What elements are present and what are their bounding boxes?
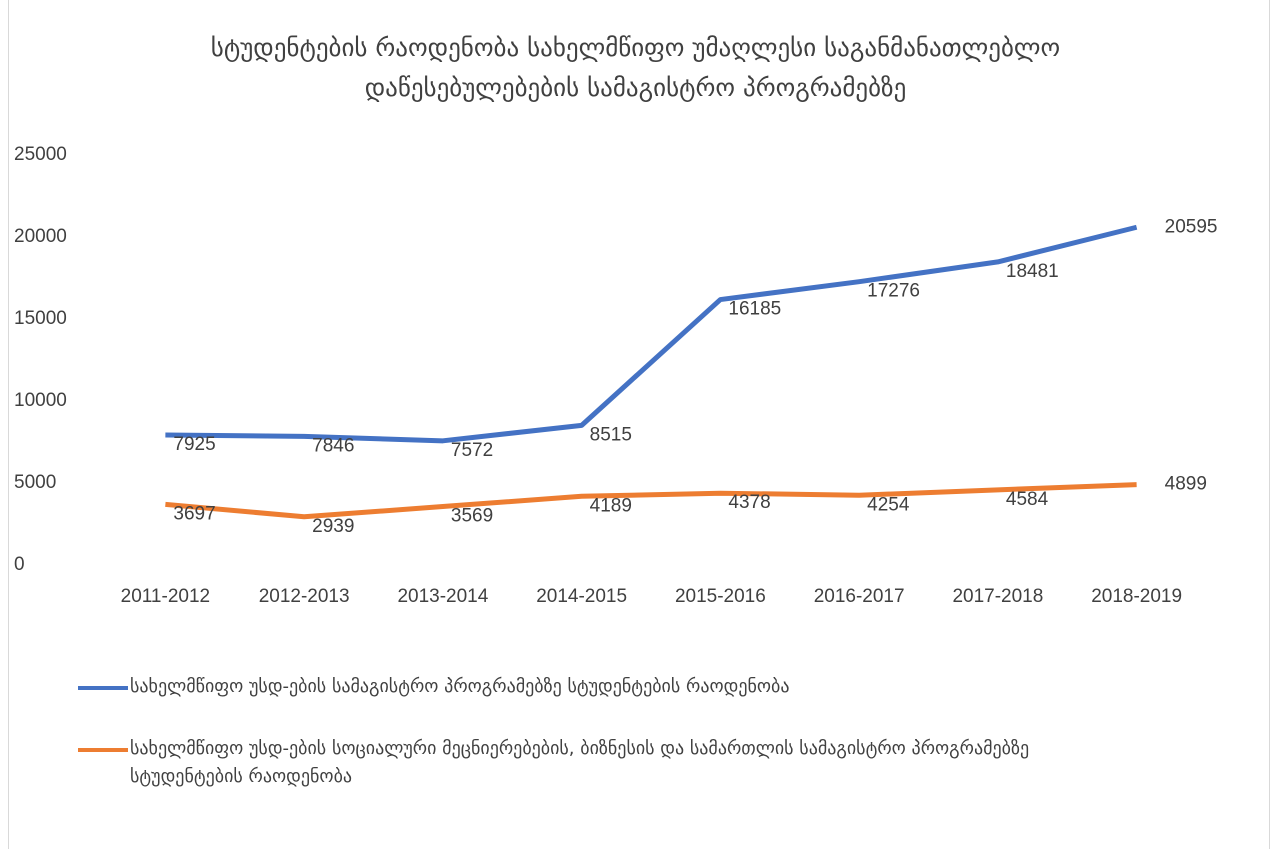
y-tick-label: 20000 xyxy=(14,226,67,247)
data-label: 4899 xyxy=(1165,474,1207,495)
data-label: 4584 xyxy=(1006,489,1049,510)
chart: 0 5000 10000 15000 20000 25000 2011-2012 2012-2… xyxy=(14,144,1218,607)
x-tick-label: 2013-2014 xyxy=(397,586,488,607)
x-tick-label: 2015-2016 xyxy=(675,586,766,607)
x-tick-label: 2018-2019 xyxy=(1091,586,1182,607)
legend-item: სახელმწიფო უსდ-ების სოციალური მეცნიერებე… xyxy=(78,735,1030,791)
x-tick-label: 2016-2017 xyxy=(814,586,905,607)
data-label: 16185 xyxy=(728,299,781,320)
x-tick-label: 2012-2013 xyxy=(259,586,350,607)
chart-frame xyxy=(8,0,1270,849)
y-tick-label: 0 xyxy=(14,554,25,575)
y-tick-label: 10000 xyxy=(14,390,67,411)
chart-title: სტუდენტების რაოდენობა სახელმწიფო უმაღლეს… xyxy=(210,33,1061,102)
y-tick-label: 15000 xyxy=(14,308,67,329)
data-label: 7925 xyxy=(173,434,215,455)
x-tick-label: 2014-2015 xyxy=(536,586,627,607)
data-label: 8515 xyxy=(590,424,632,445)
legend-label: სახელმწიფო უსდ-ების სოციალური მეცნიერებე… xyxy=(130,738,1030,787)
y-tick-label: 5000 xyxy=(14,472,56,493)
series-line xyxy=(165,482,1137,520)
data-label: 2939 xyxy=(312,516,354,537)
data-label: 7572 xyxy=(451,440,493,461)
data-label: 18481 xyxy=(1006,261,1059,282)
data-label: 4378 xyxy=(728,492,770,513)
legend-item: სახელმწიფო უსდ-ების სამაგისტრო პროგრამებ… xyxy=(78,673,1030,701)
data-label: 4189 xyxy=(590,495,632,516)
data-label: 17276 xyxy=(867,281,920,302)
legend-swatch xyxy=(78,686,128,690)
legend-swatch xyxy=(78,748,128,752)
data-label: 3697 xyxy=(173,503,215,524)
x-tick-label: 2017-2018 xyxy=(952,586,1043,607)
x-tick-label: 2011-2012 xyxy=(121,586,210,607)
data-label: 7846 xyxy=(312,435,354,456)
data-label: 3569 xyxy=(451,505,493,526)
data-label: 4254 xyxy=(867,494,910,515)
data-label: 20595 xyxy=(1165,216,1218,237)
y-tick-label: 25000 xyxy=(14,144,67,165)
legend-label: სახელმწიფო უსდ-ების სამაგისტრო პროგრამებ… xyxy=(130,676,790,697)
series-line xyxy=(165,224,1138,444)
